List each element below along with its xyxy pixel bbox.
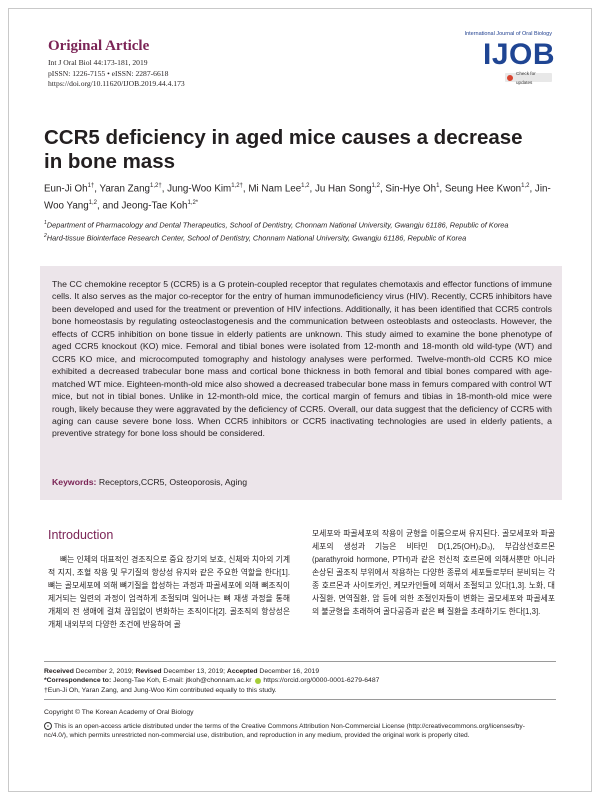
equal-contribution-note: †Eun-Ji Oh, Yaran Zang, and Jung-Woo Kim…: [44, 686, 277, 694]
author-affiliation-mark: 1,2*: [187, 200, 199, 207]
citation-line: Int J Oral Biol 44:173-181, 2019: [48, 58, 148, 67]
journal-logo: IJOB: [483, 38, 556, 71]
keywords-line: Keywords: Receptors,CCR5, Osteoporosis, …: [52, 477, 247, 487]
author-affiliation-mark: 1,2: [521, 183, 530, 189]
issn-line: pISSN: 1226-7155 • eISSN: 2287-6618: [48, 68, 169, 78]
updates-icon: [507, 74, 513, 81]
author-name: Yaran Zang: [99, 183, 150, 195]
affiliation-2: 2Hard-tissue Biointerface Research Cente…: [44, 233, 467, 243]
author-name: Seung Hee Kwon: [444, 183, 522, 195]
author-affiliation-mark: 1,2: [88, 200, 98, 207]
author-affiliation-mark: 1,2: [301, 183, 310, 189]
journal-meta: Int J Oral Biol 44:173-181, 2019 pISSN: …: [48, 58, 185, 90]
journal-name: International Journal of Oral Biology: [464, 31, 552, 37]
body-column-right: 모세포와 파골세포의 작용이 균형을 이룸으로써 유지된다. 골모세포와 파골세…: [312, 529, 555, 616]
keywords-label: Keywords:: [52, 477, 97, 487]
license-text: c This is an open-access article distribu…: [44, 722, 525, 740]
keywords-values: Receptors,CCR5, Osteoporosis, Aging: [98, 477, 248, 487]
doi-link[interactable]: https://doi.org/10.11620/IJOB.2019.44.4.…: [48, 79, 185, 89]
cc-icon: c: [44, 722, 52, 731]
author-name: Jeong-Tae Koh: [121, 200, 188, 212]
author-name: Mi Nam Lee: [248, 183, 302, 195]
body-column-left: 뼈는 인체의 대표적인 경조직으로 중요 장기의 보호, 신체와 치아의 기계적…: [48, 555, 290, 629]
author-affiliation-mark: 1,2: [371, 183, 380, 189]
correspondence-line: *Correspondence to: Jeong-Tae Koh, E-mai…: [44, 677, 380, 685]
affiliation-1: 1Department of Pharmacology and Dental T…: [44, 220, 509, 230]
dates-line: Received December 2, 2019; Revised Decem…: [44, 668, 320, 675]
author-affiliation-mark: 1: [436, 183, 440, 189]
orcid-icon: [255, 677, 262, 684]
author-affiliation-mark: 1,2†: [150, 183, 162, 189]
author-name: Jung-Woo Kim: [167, 183, 232, 195]
author-name: Eun-Ji Oh: [44, 183, 88, 195]
author-name: Sin-Hye Oh: [385, 183, 437, 195]
page-border: [8, 8, 592, 792]
copyright-divider: [44, 699, 556, 700]
abstract-text: The CC chemokine receptor 5 (CCR5) is a …: [52, 279, 552, 439]
author-name: Ju Han Song: [314, 183, 372, 195]
affiliations: 1Department of Pharmacology and Dental T…: [44, 218, 564, 244]
author-name: Jin-Woo Yang: [44, 183, 551, 212]
article-type-label: Original Article: [48, 38, 150, 54]
copyright-line: Copyright © The Korean Academy of Oral B…: [44, 709, 194, 716]
updates-label: Check for updates: [516, 70, 536, 85]
footnotes: Received December 2, 2019; Revised Decem…: [44, 667, 564, 695]
author-affiliation-mark: 1,2†: [231, 183, 243, 189]
footnote-divider: [44, 661, 556, 662]
author-list: Eun-Ji Oh1†, Yaran Zang1,2†, Jung-Woo Ki…: [44, 183, 551, 212]
orcid-link[interactable]: https://orcid.org/0000-0001-6279-6487: [263, 677, 380, 685]
section-heading-introduction: Introduction: [48, 528, 114, 542]
article-title: CCR5 deficiency in aged mice causes a de…: [44, 126, 523, 173]
abstract-box: [40, 266, 562, 500]
author-affiliation-mark: 1†: [87, 183, 95, 189]
check-for-updates-badge[interactable]: Check for updates: [505, 71, 552, 85]
